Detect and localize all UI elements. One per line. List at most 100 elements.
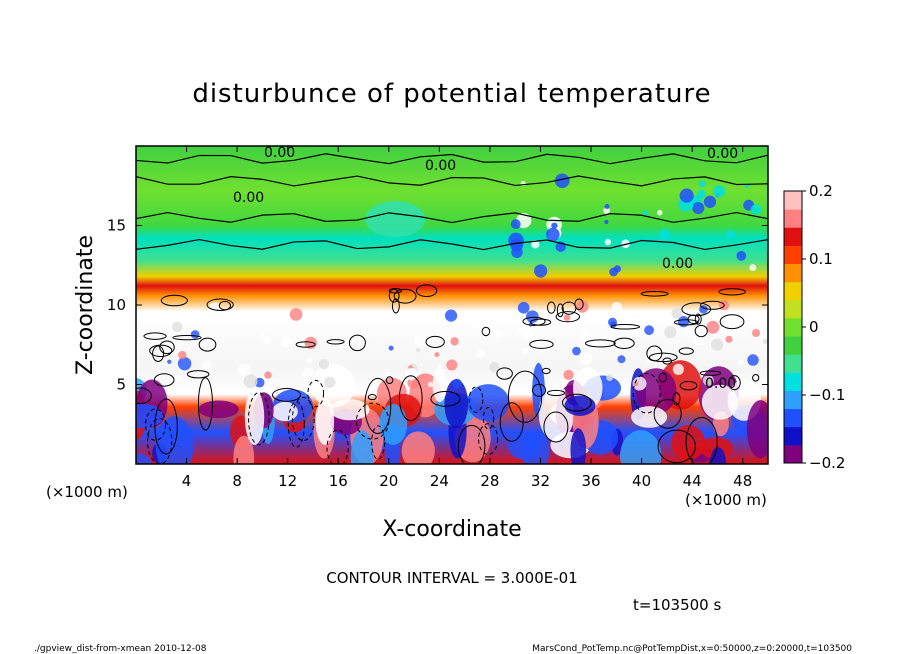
colorbar-swatch <box>784 227 802 246</box>
disturbance-cell <box>174 374 182 382</box>
disturbance-cell <box>302 367 314 380</box>
disturbance-cell <box>546 227 560 242</box>
contour-line <box>457 424 486 464</box>
y-axis: 5 10 15 <box>107 217 768 394</box>
disturbance-cell <box>644 325 654 336</box>
disturbance-cell <box>467 384 510 422</box>
disturbance-cell <box>365 201 426 238</box>
contour-line <box>248 392 270 446</box>
disturbance-cell <box>401 431 435 464</box>
disturbance-cell <box>416 347 421 353</box>
disturbance-cell <box>379 404 408 445</box>
contour-line <box>496 367 513 380</box>
disturbance-cell <box>315 397 335 445</box>
disturbance-cell <box>446 359 458 371</box>
y-tick-label: 15 <box>107 217 126 235</box>
contour-line <box>198 337 217 352</box>
disturbance-cell <box>526 310 539 323</box>
disturbance-cell <box>703 195 717 208</box>
disturbance-cell <box>511 246 523 258</box>
plot-area <box>136 146 768 464</box>
colorbar-swatch <box>784 299 802 319</box>
contour-line <box>307 379 325 408</box>
disturbance-cell <box>233 435 255 464</box>
contour-line <box>136 238 768 251</box>
disturbance-cell <box>710 338 724 351</box>
colorbar-swatch <box>784 191 802 210</box>
contour-line <box>147 417 173 464</box>
disturbance-cell <box>388 345 394 351</box>
contour-line <box>348 334 366 352</box>
disturbance-cell <box>656 209 663 216</box>
disturbance-cell <box>384 371 391 378</box>
disturbance-cell <box>510 219 521 230</box>
disturbance-cell <box>749 264 757 272</box>
colorbar-tick-label: 0.2 <box>809 182 833 200</box>
contour-line <box>699 370 722 376</box>
disturbance-cell <box>633 381 639 387</box>
disturbance-cell <box>518 324 530 335</box>
disturbance-cell <box>136 403 164 429</box>
disturbance-cell <box>713 185 726 198</box>
contour-line <box>143 332 167 340</box>
x-tick-label: 8 <box>232 472 242 490</box>
disturbance-cell <box>617 355 626 364</box>
disturbance-cell <box>747 354 759 366</box>
contour-line <box>613 337 635 350</box>
contour-line <box>326 339 345 345</box>
contour-line <box>646 345 663 362</box>
disturbance-cell <box>698 180 706 188</box>
contour-line <box>522 316 546 326</box>
disturbance-cell <box>725 335 733 343</box>
contour-line <box>678 347 694 355</box>
disturbance-cell <box>198 400 239 419</box>
disturbance-cell <box>611 301 623 313</box>
x-tick-label: 48 <box>733 472 752 490</box>
x-axis: 4 8 12 16 20 24 28 32 36 40 44 48 <box>182 146 752 490</box>
disturbance-cell <box>664 326 677 339</box>
disturbance-cell <box>604 203 610 210</box>
colorbar-swatch <box>784 281 802 301</box>
contour-line <box>574 298 584 310</box>
disturbance-cell <box>619 430 662 464</box>
x-tick-label: 20 <box>379 472 398 490</box>
contour-line <box>197 377 213 431</box>
disturbance-cell <box>762 379 768 385</box>
disturbance-cell <box>413 335 425 346</box>
chart-title: disturbunce of potential temperature <box>192 79 711 109</box>
colorbar-swatch <box>784 209 802 228</box>
contour-lines <box>136 153 768 464</box>
contour-line <box>371 425 386 460</box>
disturbance-cell <box>671 307 683 319</box>
contour-line <box>673 319 699 326</box>
contour-line <box>145 408 167 441</box>
disturbance-cell <box>136 311 144 325</box>
contour-line <box>398 375 423 422</box>
contour-line <box>136 153 768 165</box>
disturbance-cell <box>475 349 485 359</box>
disturbance-cell <box>692 331 706 346</box>
contour-line <box>555 311 581 323</box>
disturbance-cell <box>508 432 539 460</box>
disturbance-cell <box>508 232 524 249</box>
disturbance-cell <box>564 395 596 416</box>
disturbance-cell <box>493 332 500 339</box>
contour-line <box>415 284 438 297</box>
disturbance-cell <box>177 356 192 371</box>
disturbance-cell <box>736 250 747 261</box>
disturbance-cell <box>281 336 294 348</box>
disturbance-cell <box>702 374 714 386</box>
disturbance-cell <box>172 321 183 332</box>
colorbar: 0.2 0.1 0 −0.1 −0.2 <box>783 182 845 472</box>
contour-label: 0.00 <box>425 158 456 174</box>
disturbance-cell <box>534 264 548 278</box>
disturbance-cell <box>642 210 649 216</box>
contour-line <box>507 370 543 423</box>
disturbance-cell <box>636 316 642 321</box>
y-tick-label: 10 <box>107 296 126 314</box>
disturbance-cell <box>671 424 706 461</box>
disturbance-cell <box>697 189 706 199</box>
x-tick-label: 36 <box>581 472 600 490</box>
contour-line <box>556 303 564 318</box>
